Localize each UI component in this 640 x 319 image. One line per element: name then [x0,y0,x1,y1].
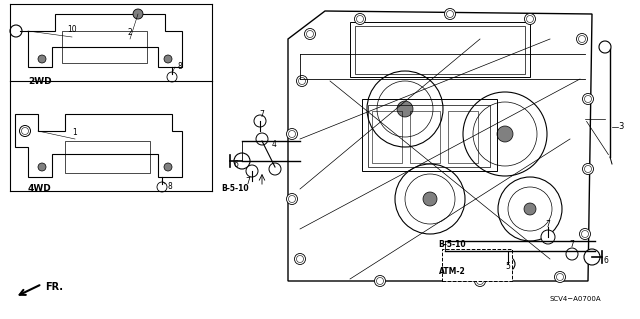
Circle shape [525,13,536,25]
Circle shape [246,165,258,177]
Text: 7: 7 [246,177,250,186]
Circle shape [584,249,600,265]
Circle shape [164,163,172,171]
Bar [448,111,478,163]
Text: B-5-10: B-5-10 [438,240,466,249]
Circle shape [38,55,46,63]
Circle shape [287,129,298,139]
Text: ATM-2: ATM-2 [438,267,465,276]
Text: 7: 7 [260,110,264,119]
Polygon shape [15,114,182,177]
Bar [368,105,490,167]
Circle shape [294,254,305,264]
Text: 8: 8 [168,182,173,191]
Text: 5: 5 [506,262,511,271]
Circle shape [355,13,365,25]
Circle shape [445,9,456,19]
Circle shape [164,55,172,63]
Circle shape [38,163,46,171]
Text: 7: 7 [570,240,575,249]
Circle shape [374,276,385,286]
Circle shape [167,72,177,82]
Circle shape [305,28,316,40]
Bar [372,111,402,163]
Polygon shape [28,14,182,67]
Circle shape [566,248,578,260]
Text: 7: 7 [545,220,550,229]
Bar [350,22,530,77]
Circle shape [133,9,143,19]
Circle shape [582,164,593,174]
Text: 2: 2 [127,28,132,37]
Text: 4WD: 4WD [28,184,52,193]
Bar [410,111,440,163]
Text: SCV4−A0700A: SCV4−A0700A [549,296,601,302]
Circle shape [234,153,250,169]
Text: 6: 6 [604,256,609,265]
Circle shape [296,76,307,86]
Text: 6: 6 [233,160,238,169]
Bar [65,141,150,173]
Bar [355,26,525,74]
Text: 2WD: 2WD [28,77,52,86]
Text: 4: 4 [272,140,277,149]
Circle shape [541,230,555,244]
Polygon shape [288,11,592,281]
Text: FR.: FR. [45,282,63,292]
Circle shape [554,271,566,283]
Circle shape [423,192,437,206]
Text: 1: 1 [72,128,77,137]
Text: 8: 8 [178,63,183,71]
Circle shape [397,101,413,117]
Bar [362,99,497,171]
Circle shape [524,203,536,215]
Text: B-5-10: B-5-10 [221,184,249,193]
Circle shape [157,182,167,192]
Circle shape [474,276,486,286]
Circle shape [577,33,588,44]
Circle shape [582,93,593,105]
Circle shape [579,228,591,240]
Circle shape [501,257,515,271]
Circle shape [497,126,513,142]
Circle shape [287,194,298,204]
Circle shape [19,125,31,137]
Circle shape [254,115,266,127]
Bar [62,31,147,63]
Bar [442,249,512,281]
Text: 10: 10 [67,25,77,34]
Text: 3: 3 [618,122,623,131]
